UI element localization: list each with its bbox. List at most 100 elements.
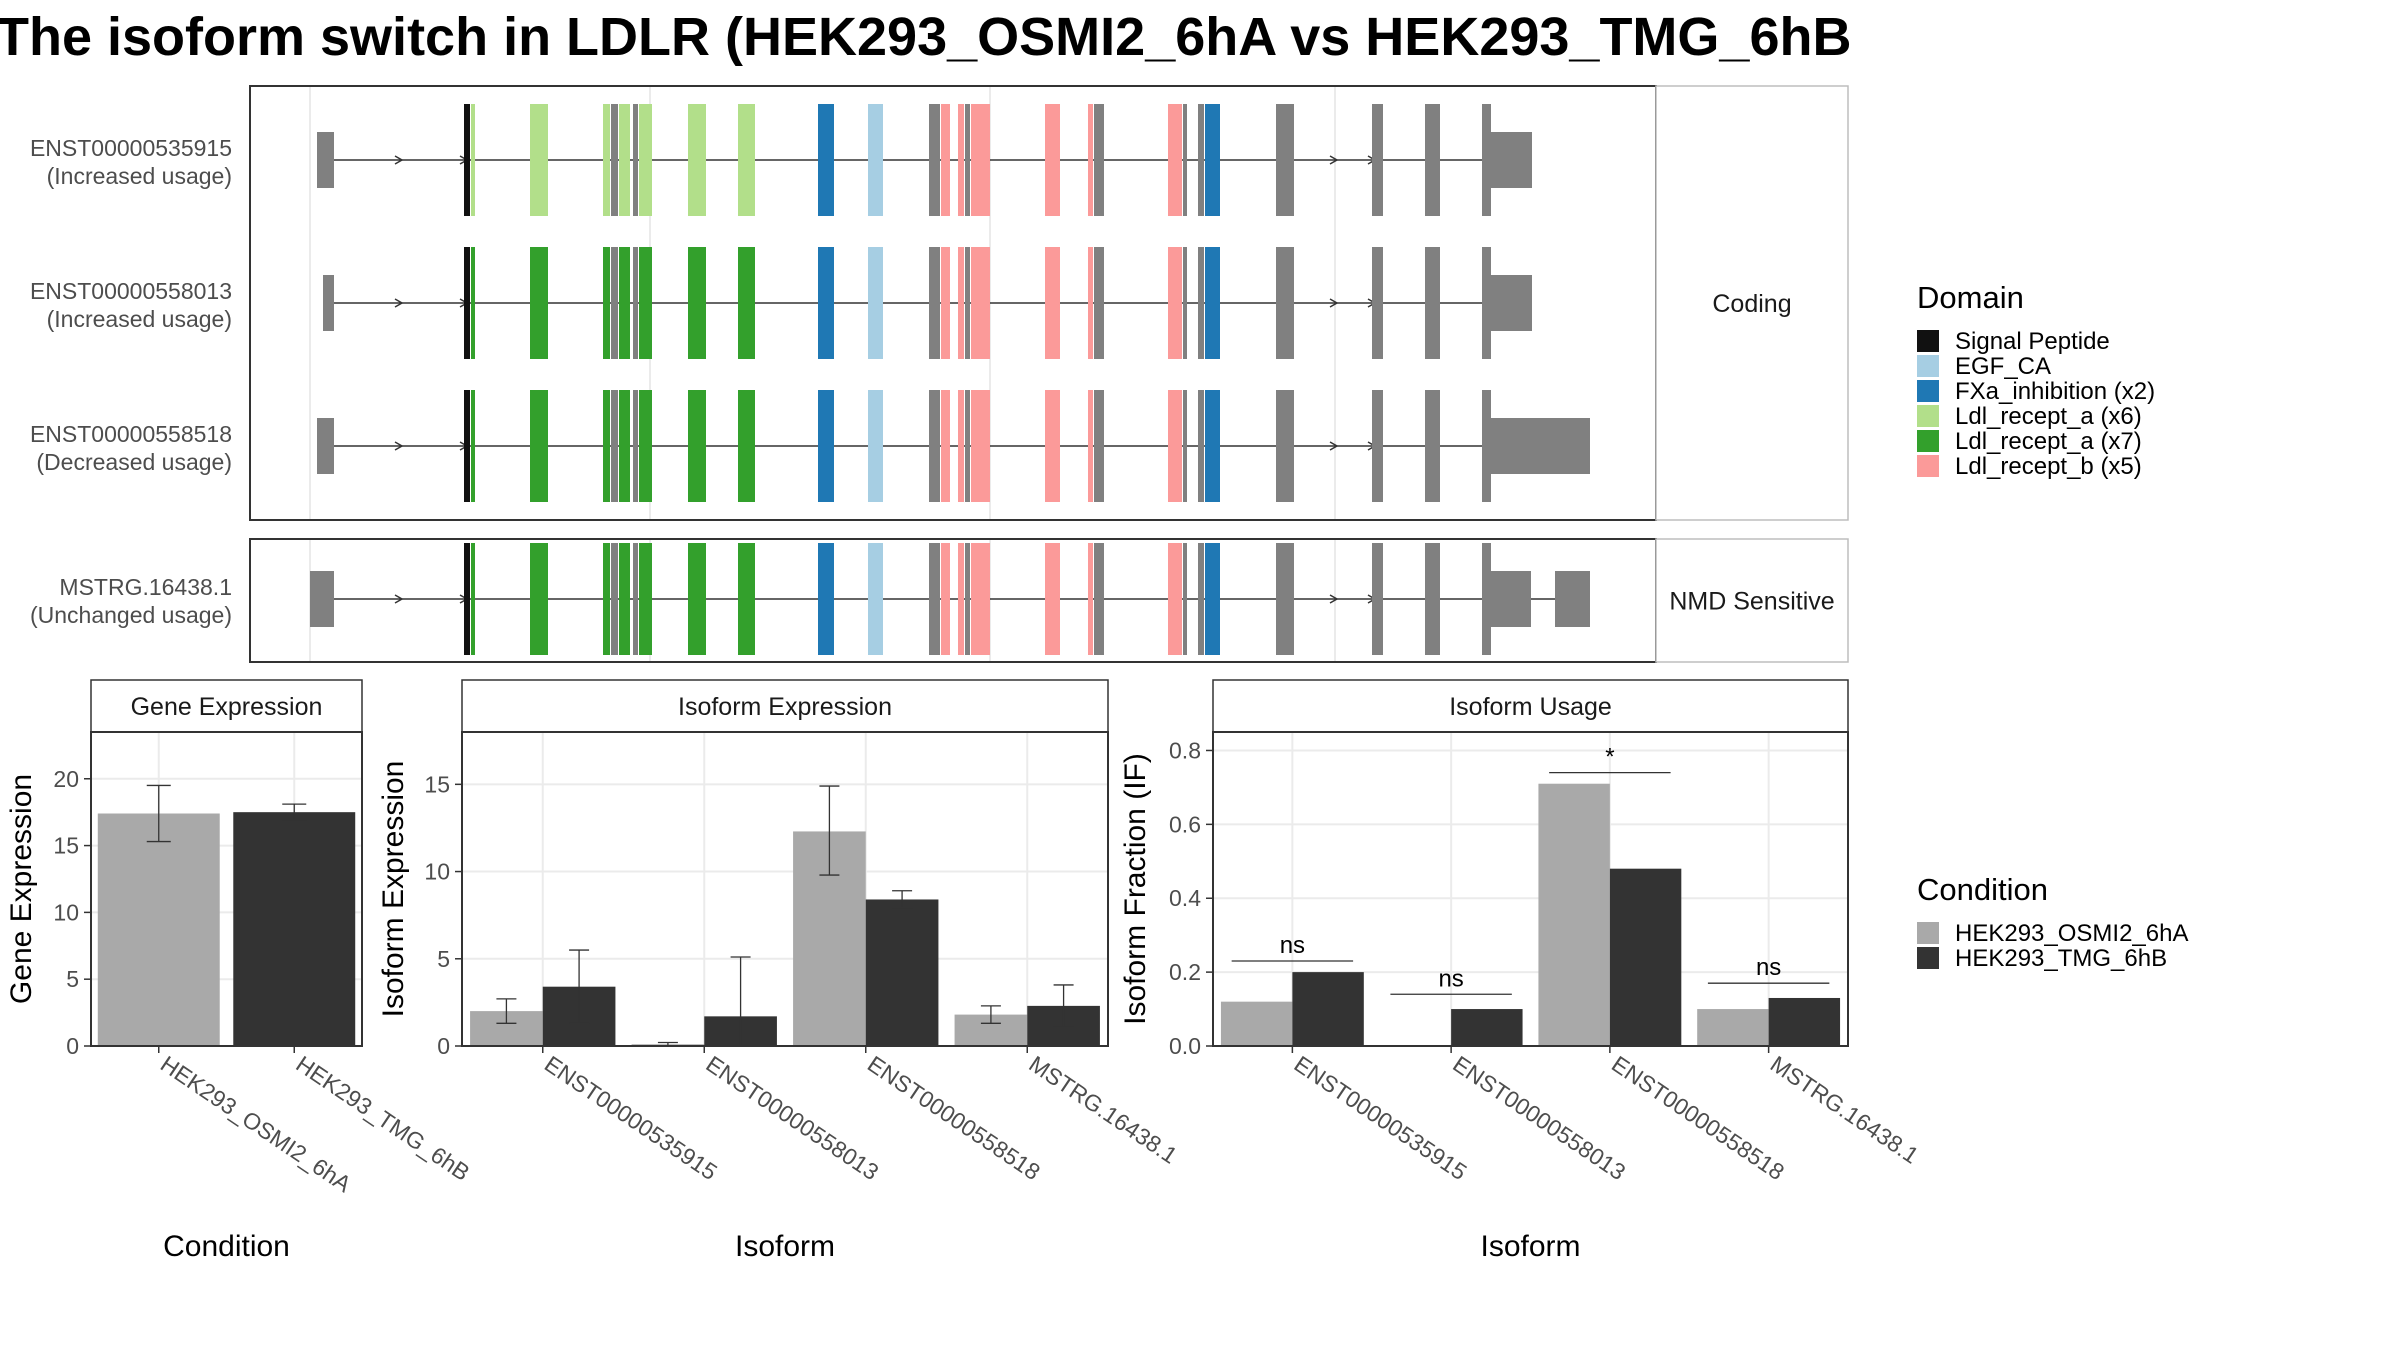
cds-exon [619,247,630,359]
cds-exon [1183,390,1187,502]
cds-exon [688,104,706,216]
cds-exon [1168,247,1182,359]
chart-title: Gene Expression [131,693,323,721]
cds-exon [1088,543,1093,655]
cds-exon [868,104,883,216]
cds-exon [738,104,755,216]
cds-exon [1205,543,1220,655]
plot-border [461,731,1109,1047]
cds-exon [639,543,652,655]
utr-exon [1491,571,1531,627]
cds-exon [611,543,618,655]
cds-exon [941,247,950,359]
transcript-id-label: ENST00000558518 [30,421,232,447]
cds-exon [971,247,990,359]
cds-exon [639,390,652,502]
cds-exon [1198,543,1204,655]
x-tick-label: ENST00000558518 [1607,1051,1789,1186]
transcript-row: MSTRG.16438.1(Unchanged usage) [30,543,1590,655]
legend-swatch [1917,330,1939,352]
cds-exon [965,247,970,359]
cds-exon [965,543,970,655]
cds-exon [530,390,548,502]
cds-exon [818,543,834,655]
bar [1451,1009,1523,1046]
chart-title-strip [90,679,363,733]
cds-exon [738,390,755,502]
utr-exon [1491,132,1532,188]
utr-exon [323,275,334,331]
cds-exon [1094,247,1104,359]
chart-title-strip [1212,679,1849,733]
plot-border [1212,731,1849,1047]
legend-swatch [1917,380,1939,402]
y-tick-label: 0.8 [1169,737,1201,763]
cds-exon [1168,104,1182,216]
cds-exon [619,104,630,216]
strand-arrow [1329,155,1339,165]
cds-exon [941,390,950,502]
legend-label: Ldl_recept_b (x5) [1955,453,2142,480]
cds-exon [1094,543,1104,655]
cds-exon [1198,247,1204,359]
x-tick-label: MSTRG.16438.1 [1766,1051,1924,1169]
y-tick-label: 20 [53,766,79,792]
bar [97,813,220,1046]
cds-exon [971,104,990,216]
utr-exon [317,418,334,474]
y-tick-label: 0 [66,1033,79,1059]
cds-exon [929,247,940,359]
strand-arrow [394,441,404,451]
cds-exon [688,543,706,655]
figure-title: The isoform switch in LDLR (HEK293_OSMI2… [0,7,1851,67]
cds-exon [1276,104,1294,216]
cds-exon [1425,104,1440,216]
transcript-id-label: ENST00000535915 [30,135,232,161]
cds-exon [1482,247,1491,359]
y-tick-label: 0 [437,1033,450,1059]
cds-exon [1045,247,1060,359]
cds-exon [971,543,990,655]
transcript-row: ENST00000558518(Decreased usage) [30,390,1590,502]
x-tick-label: ENST00000535915 [540,1051,722,1186]
plot-border [90,731,363,1047]
cds-exon [1276,247,1294,359]
cds-exon [464,390,470,502]
legend-swatch [1917,947,1939,969]
y-tick-label: 10 [53,899,79,925]
cds-exon [633,104,638,216]
bar [1538,783,1610,1046]
legend-swatch [1917,405,1939,427]
cds-exon [929,543,940,655]
x-axis-label: Isoform [735,1230,835,1263]
chart-title-strip [461,679,1109,733]
strand-arrow [1329,441,1339,451]
cds-exon [611,104,618,216]
strand-arrow [394,298,404,308]
cds-exon [868,247,883,359]
legend-swatch [1917,922,1939,944]
cds-exon [965,390,970,502]
cds-exon [1276,543,1294,655]
cds-exon [1205,247,1220,359]
cds-exon [619,543,630,655]
cds-exon [1088,390,1093,502]
cds-exon [688,247,706,359]
transcript-id-label: MSTRG.16438.1 [59,574,232,600]
legend-title: Domain [1917,280,2024,315]
gene-expression-chart: Gene Expression05101520HEK293_OSMI2_6hAH… [5,679,475,1263]
cds-exon [1168,390,1182,502]
cds-exon [619,390,630,502]
cds-exon [603,390,610,502]
cds-exon [530,104,548,216]
cds-exon [603,543,610,655]
cds-exon [1094,104,1104,216]
utr-exon [1491,275,1532,331]
cds-exon [971,390,990,502]
y-axis-label: Isoform Expression [377,761,410,1018]
x-axis-label: Isoform [1480,1230,1580,1263]
cds-exon [471,543,475,655]
cds-exon [1045,543,1060,655]
